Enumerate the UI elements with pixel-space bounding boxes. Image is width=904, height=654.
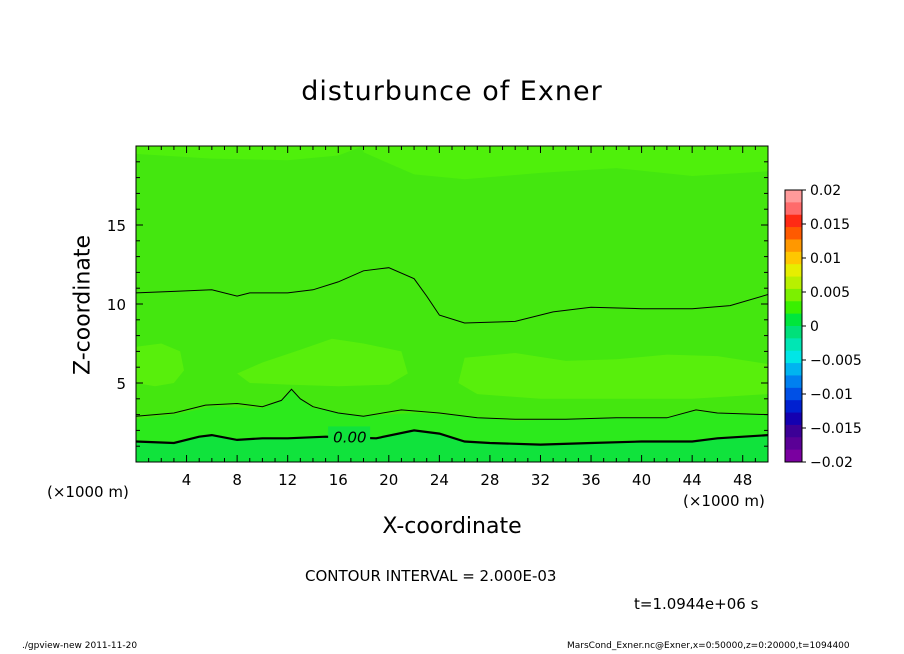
colorbar-swatch bbox=[785, 190, 802, 203]
colorbar-swatch bbox=[785, 301, 802, 315]
colorbar-swatch bbox=[785, 375, 802, 389]
colorbar-swatch bbox=[785, 239, 802, 253]
colorbar-label: −0.015 bbox=[810, 421, 862, 437]
colorbar-swatch bbox=[785, 227, 802, 240]
plot-area: 0.00 bbox=[135, 145, 769, 463]
colorbar-swatch bbox=[785, 202, 802, 216]
contour-line-upper bbox=[136, 267, 768, 324]
colorbar-swatch bbox=[785, 449, 802, 463]
colorbar-swatch bbox=[785, 288, 802, 302]
colorbar-swatch bbox=[785, 363, 802, 376]
y-tick-label: 15 bbox=[107, 217, 126, 235]
x-tick-label: 44 bbox=[683, 471, 702, 489]
field-mid-band bbox=[458, 353, 768, 399]
colorbar-swatch bbox=[785, 400, 802, 414]
x-tick-label: 8 bbox=[232, 471, 242, 489]
y-axis: 5 10 15 bbox=[107, 161, 768, 447]
colorbar-swatch bbox=[785, 387, 802, 401]
y-tick-label: 5 bbox=[116, 375, 126, 393]
x-unit-left: (×1000 m) bbox=[47, 483, 129, 501]
contour-line-zero bbox=[136, 429, 768, 446]
colorbar-label: 0.02 bbox=[810, 183, 841, 199]
colorbar-label: −0.01 bbox=[810, 387, 853, 403]
colorbar-label: −0.005 bbox=[810, 353, 862, 369]
colorbar-label: 0 bbox=[810, 319, 819, 335]
colorbar-swatch bbox=[785, 313, 802, 327]
field-mid-band bbox=[136, 343, 184, 387]
field-mid-band bbox=[237, 338, 408, 387]
contour-line-lower bbox=[136, 388, 768, 420]
chart-title: disturbunce of Exner bbox=[301, 76, 603, 107]
x-tick-label: 12 bbox=[278, 471, 297, 489]
y-tick-label: 10 bbox=[107, 296, 126, 314]
colorbar-swatch bbox=[785, 424, 802, 438]
footer-left: ./gpview-new 2011-11-20 bbox=[22, 641, 138, 651]
colorbar-swatch bbox=[785, 412, 802, 426]
x-tick-label: 32 bbox=[531, 471, 550, 489]
colorbar-swatch bbox=[785, 326, 802, 339]
x-tick-label: 4 bbox=[182, 471, 192, 489]
x-tick-label: 24 bbox=[430, 471, 449, 489]
field-upper-band bbox=[136, 146, 364, 161]
x-tick-label: 36 bbox=[581, 471, 600, 489]
contour-interval: CONTOUR INTERVAL = 2.000E-03 bbox=[305, 567, 557, 585]
x-axis-label: X-coordinate bbox=[382, 514, 522, 539]
time-stamp: t=1.0944e+06 s bbox=[634, 595, 759, 613]
colorbar: 0.02 0.015 0.01 0.005 0 −0.005 −0.01 −0.015 −0.0… bbox=[784, 183, 862, 471]
colorbar-label: −0.02 bbox=[810, 455, 853, 471]
colorbar-swatch bbox=[785, 214, 802, 228]
field-upper-band bbox=[363, 146, 768, 180]
colorbar-label: 0.005 bbox=[810, 285, 850, 301]
colorbar-swatch bbox=[785, 338, 802, 352]
footer-right: MarsCond_Exner.nc@Exner,x=0:50000,z=0:20… bbox=[567, 641, 850, 651]
colorbar-swatch bbox=[785, 264, 802, 278]
colorbar-swatch bbox=[785, 276, 802, 290]
colorbar-label: 0.015 bbox=[810, 217, 850, 233]
x-tick-label: 16 bbox=[329, 471, 348, 489]
x-tick-label: 28 bbox=[480, 471, 499, 489]
x-tick-label: 20 bbox=[379, 471, 398, 489]
y-axis-label: Z-coordinate bbox=[70, 235, 96, 375]
x-tick-label: 48 bbox=[733, 471, 752, 489]
colorbar-swatch bbox=[785, 437, 802, 451]
x-axis: 4 8 12 16 20 24 28 32 36 40 44 48 bbox=[148, 146, 756, 489]
contour-label: 0.00 bbox=[333, 428, 366, 446]
x-tick-label: 40 bbox=[632, 471, 651, 489]
colorbar-swatch bbox=[785, 251, 802, 265]
colorbar-swatch bbox=[785, 350, 802, 364]
colorbar-label: 0.01 bbox=[810, 251, 841, 267]
x-unit-right: (×1000 m) bbox=[683, 492, 765, 510]
